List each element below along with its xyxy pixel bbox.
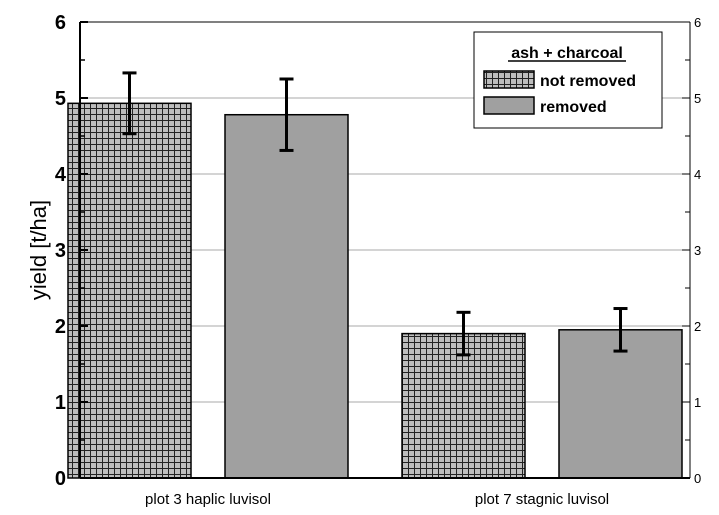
y-tick-label-4: 4 bbox=[55, 164, 67, 186]
right-tick-label-1: 1 bbox=[694, 395, 701, 410]
bars bbox=[67, 71, 683, 479]
y-tick-label-3: 3 bbox=[55, 240, 66, 262]
axes: 0 1 2 3 4 5 6 0 1 2 3 4 5 6 plot 3 haplic luvisol plot … bbox=[55, 12, 701, 508]
right-tick-label-4: 4 bbox=[694, 167, 701, 182]
bar-removed-1 bbox=[224, 113, 349, 479]
y-tick-label-6: 6 bbox=[55, 12, 66, 34]
bar-not-removed-2 bbox=[401, 332, 526, 479]
legend: ash + charcoal not removed removed bbox=[473, 31, 663, 129]
category-label-2: plot 7 stagnic luvisol bbox=[475, 491, 609, 508]
y-tick-label-5: 5 bbox=[55, 88, 66, 110]
legend-title: ash + charcoal bbox=[511, 45, 623, 62]
y-tick-label-2: 2 bbox=[55, 316, 66, 338]
bar-removed-2 bbox=[558, 329, 683, 479]
right-tick-label-6: 6 bbox=[694, 15, 701, 30]
bar-not-removed-1 bbox=[67, 102, 192, 479]
right-tick-label-3: 3 bbox=[694, 243, 701, 258]
y-axis-title: yield [t/ha] bbox=[26, 200, 51, 300]
legend-label-not-removed: not removed bbox=[540, 73, 636, 90]
legend-label-removed: removed bbox=[540, 99, 607, 116]
category-label-1: plot 3 haplic luvisol bbox=[145, 491, 271, 508]
y-tick-label-1: 1 bbox=[55, 392, 66, 414]
legend-swatch-not-removed bbox=[483, 70, 535, 89]
right-tick-label-0: 0 bbox=[694, 471, 701, 486]
y-tick-label-0: 0 bbox=[55, 468, 66, 490]
legend-swatch-removed bbox=[483, 96, 535, 115]
right-tick-label-2: 2 bbox=[694, 319, 701, 334]
right-tick-label-5: 5 bbox=[694, 91, 701, 106]
